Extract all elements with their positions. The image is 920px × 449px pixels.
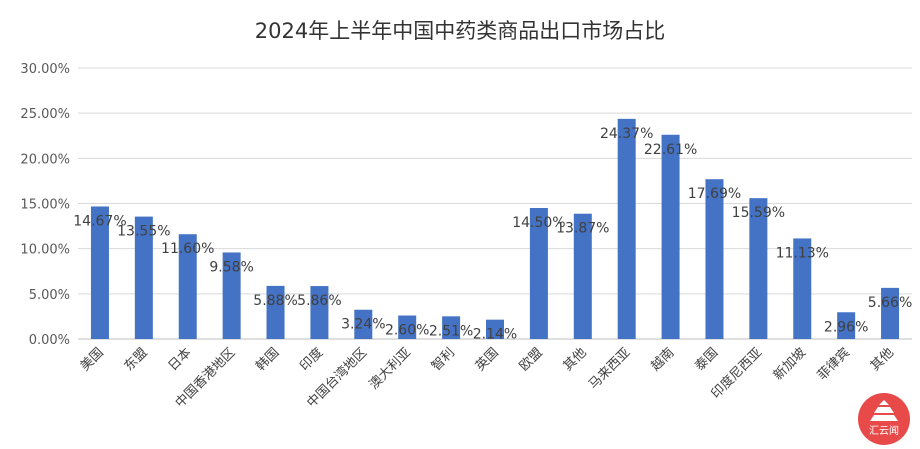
- y-axis: 0.00% 5.00% 10.00% 15.00% 20.00% 25.00% 30.00%: [20, 62, 70, 348]
- data-label: 3.24%: [341, 317, 385, 333]
- bar: [90, 206, 109, 339]
- x-tick-label: 新加坡: [770, 345, 809, 384]
- x-tick-label: 菲律宾: [814, 345, 853, 384]
- data-labels: 14.67%13.55%11.60%9.58%5.88% 5.86%3.24% 2.…: [73, 126, 912, 343]
- bar: [310, 286, 329, 339]
- data-label: 2.60%: [385, 323, 429, 339]
- bar: [793, 238, 812, 339]
- x-tick-label: 泰国: [692, 345, 721, 374]
- y-tick-label: 30.00%: [20, 62, 70, 77]
- bar: [442, 316, 461, 339]
- data-label: 2.96%: [824, 319, 868, 335]
- x-tick-label: 英国: [473, 345, 502, 374]
- logo-text: 汇云闻: [869, 424, 899, 437]
- y-tick-label: 20.00%: [20, 152, 70, 167]
- x-tick-label: 其他: [868, 345, 897, 374]
- bar: [837, 312, 856, 339]
- bar: [398, 315, 417, 339]
- data-label: 5.88%: [253, 293, 297, 309]
- bar: [529, 208, 548, 339]
- y-tick-label: 10.00%: [20, 243, 70, 258]
- bar: [178, 234, 197, 339]
- y-tick-label: 25.00%: [20, 107, 70, 122]
- x-tick-label: 日本: [166, 345, 195, 374]
- logo-tower-body: [876, 415, 892, 421]
- gridlines: [78, 67, 912, 340]
- x-tick-label: 欧盟: [517, 345, 546, 374]
- data-label: 9.58%: [209, 259, 253, 275]
- y-tick-label: 0.00%: [29, 333, 70, 348]
- x-tick-label: 韩国: [253, 345, 282, 374]
- x-tick-label: 东盟: [122, 345, 151, 374]
- data-label: 17.69%: [688, 186, 741, 202]
- bar: [354, 309, 373, 339]
- x-tick-label: 马来西亚: [586, 345, 633, 392]
- bar: [266, 285, 285, 339]
- bar: [134, 216, 153, 339]
- chart-title: 2024年上半年中国中药类商品出口市场占比: [255, 19, 665, 43]
- x-tick-label: 智利: [429, 345, 458, 374]
- bar: [617, 118, 636, 339]
- bar: [881, 287, 900, 339]
- data-label: 14.67%: [73, 213, 126, 229]
- bar: [661, 134, 680, 339]
- data-label: 2.14%: [473, 327, 517, 343]
- bars: [90, 118, 900, 339]
- x-tick-label: 越南: [648, 345, 678, 375]
- watermark-logo: 汇云闻: [858, 393, 910, 445]
- x-tick-label: 印度: [297, 345, 327, 375]
- bar: [749, 198, 768, 339]
- bar: [486, 319, 504, 339]
- data-label: 22.61%: [644, 142, 697, 158]
- data-label: 11.60%: [161, 241, 214, 257]
- bar: [705, 179, 724, 339]
- data-label: 11.13%: [776, 245, 829, 261]
- logo-roof-top: [879, 400, 889, 405]
- data-label: 14.50%: [512, 215, 565, 231]
- logo-roof-middle: [874, 407, 894, 413]
- data-label: 5.86%: [297, 293, 341, 309]
- y-tick-label: 5.00%: [29, 288, 70, 303]
- data-label: 5.66%: [868, 295, 912, 311]
- bar: [573, 213, 592, 339]
- x-tick-label: 其他: [561, 345, 590, 374]
- data-label: 13.55%: [117, 224, 170, 240]
- x-tick-label: 澳大利亚: [366, 345, 414, 393]
- x-tick-label: 美国: [78, 345, 107, 374]
- data-label: 13.87%: [556, 221, 609, 237]
- data-label: 24.37%: [600, 126, 653, 142]
- y-tick-label: 15.00%: [20, 198, 70, 213]
- data-label: 2.51%: [429, 323, 473, 339]
- bar: [222, 252, 241, 339]
- data-label: 15.59%: [732, 205, 785, 221]
